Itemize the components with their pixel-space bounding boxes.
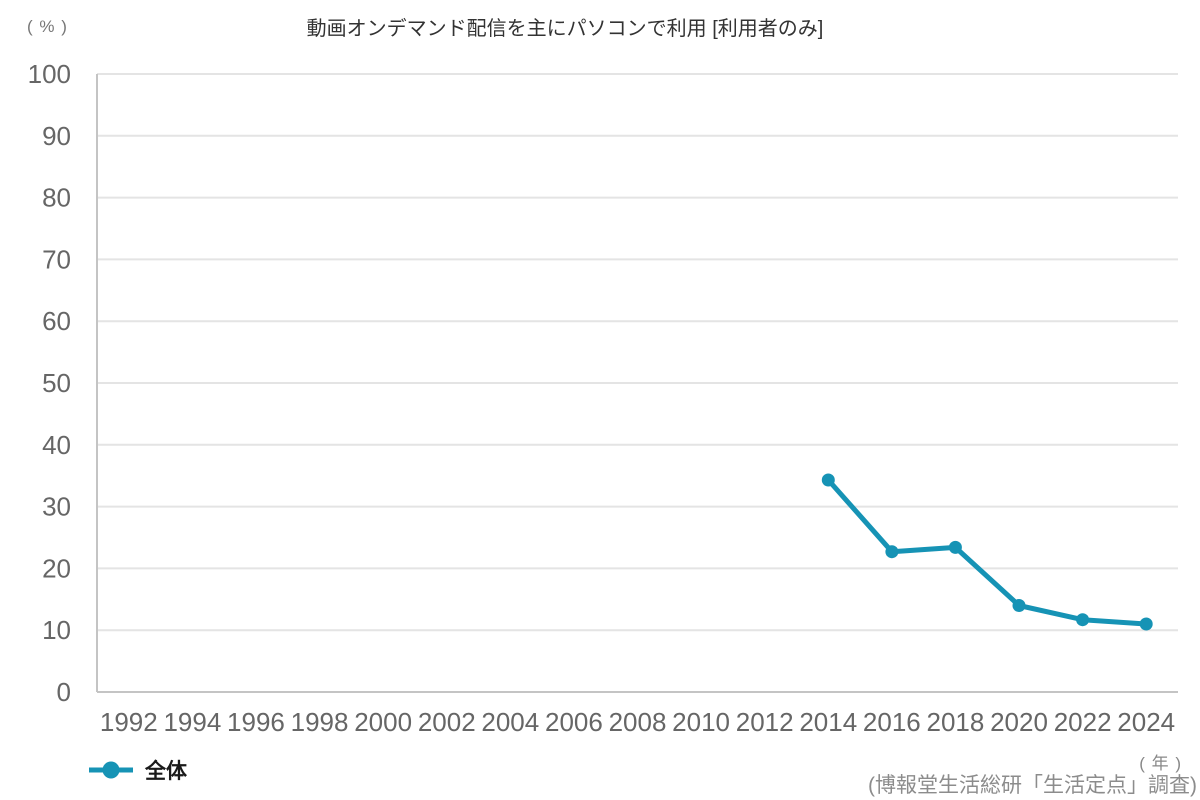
data-point xyxy=(948,540,962,554)
x-tick-label: 1996 xyxy=(227,707,285,737)
x-tick-label: 2002 xyxy=(418,707,476,737)
x-tick-label: 2006 xyxy=(545,707,603,737)
y-tick-label: 50 xyxy=(42,368,71,398)
y-tick-label: 30 xyxy=(42,492,71,522)
y-tick-label: 100 xyxy=(28,59,71,89)
y-axis-unit-label: ( % ) xyxy=(27,17,68,36)
data-point xyxy=(1139,617,1153,631)
x-tick-label: 2008 xyxy=(609,707,667,737)
data-point xyxy=(821,473,835,487)
x-tick-label: 1998 xyxy=(291,707,349,737)
x-tick-label: 2004 xyxy=(481,707,539,737)
y-tick-label: 60 xyxy=(42,306,71,336)
y-tick-label: 80 xyxy=(42,183,71,213)
x-tick-label: 2014 xyxy=(799,707,857,737)
data-point xyxy=(1012,599,1026,612)
x-tick-label: 2012 xyxy=(736,707,794,737)
y-tick-label: 40 xyxy=(42,430,71,460)
y-tick-label: 10 xyxy=(42,615,71,645)
y-tick-label: 90 xyxy=(42,121,71,151)
y-tick-label: 70 xyxy=(42,244,71,274)
data-point xyxy=(885,545,899,559)
x-tick-label: 2010 xyxy=(672,707,730,737)
source-credit: (博報堂生活総研「生活定点」調査) xyxy=(868,774,1197,797)
y-tick-label: 20 xyxy=(42,553,71,583)
x-tick-label: 2000 xyxy=(354,707,412,737)
legend-marker-dot xyxy=(102,761,120,779)
x-tick-label: 1992 xyxy=(100,707,158,737)
x-tick-label: 1994 xyxy=(163,707,221,737)
legend-item-zentai[interactable]: 全体 xyxy=(88,755,187,785)
chart-title: 動画オンデマンド配信を主にパソコンで利用 [利用者のみ] xyxy=(306,18,824,40)
legend-label: 全体 xyxy=(145,760,187,783)
series-line xyxy=(825,477,1149,627)
data-point xyxy=(1076,613,1090,627)
x-tick-label: 2020 xyxy=(990,707,1048,737)
x-tick-label: 2024 xyxy=(1117,707,1175,737)
x-tick-label: 2022 xyxy=(1054,707,1112,737)
y-tick-label: 0 xyxy=(57,677,71,707)
x-tick-label: 2018 xyxy=(927,707,985,737)
legend-line-marker-icon xyxy=(89,761,133,779)
x-tick-label: 2016 xyxy=(863,707,921,737)
x-axis-unit-label: ( 年 ) xyxy=(1139,754,1182,773)
